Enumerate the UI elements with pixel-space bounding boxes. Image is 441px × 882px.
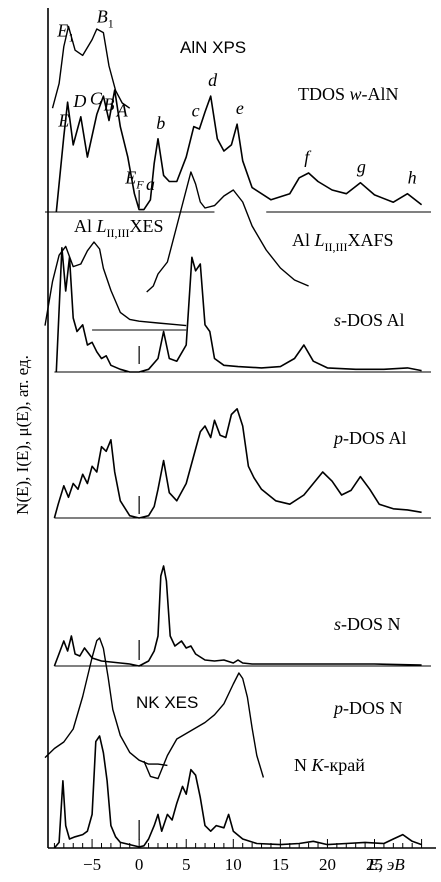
x-tick-label: 25: [366, 855, 383, 874]
y-axis-label: N(E), I(E), μ(E), ат. ед.: [13, 355, 32, 515]
peak-label: B1: [97, 7, 114, 31]
peak-label: C: [90, 88, 103, 108]
peak-label: E1: [56, 21, 74, 45]
baselines: [45, 211, 431, 667]
label-pdos-al: p-DOS Al: [332, 428, 407, 448]
peak-label: A: [116, 101, 129, 121]
curves: [44, 25, 423, 849]
label-sdos-al: s-DOS Al: [334, 310, 405, 330]
label-n-k-edge: N K-край: [294, 755, 365, 775]
label-pdos-n: p-DOS N: [332, 698, 403, 718]
label-sdos-n: s-DOS N: [334, 614, 401, 634]
x-tick-label: 15: [272, 855, 289, 874]
series-line-tdos-w-aln: [55, 89, 423, 213]
x-tick-label: 0: [135, 855, 144, 874]
peak-label: b: [156, 113, 165, 133]
series-line-s-dos-n: [53, 565, 422, 667]
peak-label: h: [408, 168, 417, 188]
x-tick-label: −5: [83, 855, 101, 874]
y-axis-label-wrap: N(E), I(E), μ(E), ат. ед.: [8, 20, 38, 850]
x-axis-label: E, эВ: [367, 855, 405, 874]
peak-label: g: [357, 157, 366, 177]
series-line-al-l-ii-iii-xes: [44, 241, 187, 327]
peak-label: D: [72, 91, 86, 111]
peak-label: B: [104, 95, 115, 115]
peak-label: a: [146, 174, 155, 194]
peak-label: d: [208, 70, 218, 90]
x-tick-label: 5: [182, 855, 191, 874]
label-tdos: TDOS w-AlN: [298, 84, 399, 104]
peak-label: f: [304, 147, 312, 167]
peak-labels: E1 B1 ED C B A EF a b cde f g h: [56, 7, 416, 194]
peak-label: E: [57, 110, 69, 130]
peak-label: EF: [124, 168, 144, 192]
series-line-nk-xes: [44, 637, 168, 767]
x-tick-labels: −5 0 5 10 15 20 25: [83, 855, 383, 874]
series-line-al-l-ii-iii-xafs: [146, 171, 309, 293]
series-line-s-dos-al: [55, 247, 422, 373]
series-line-p-dos-al: [53, 408, 422, 519]
series-line-n-k-край: [143, 672, 265, 780]
x-tick-label: 20: [319, 855, 336, 874]
peak-label: c: [192, 101, 200, 121]
label-al-xes: Al LII,IIIXES: [74, 216, 164, 240]
label-aln-xps: AlN XPS: [180, 38, 246, 57]
x-tick-label: 10: [225, 855, 242, 874]
series-line-p-dos-n: [53, 735, 422, 849]
label-al-xafs: Al LII,IIIXAFS: [292, 230, 394, 254]
label-nk-xes: NK XES: [136, 693, 198, 712]
peak-label: e: [236, 98, 244, 118]
